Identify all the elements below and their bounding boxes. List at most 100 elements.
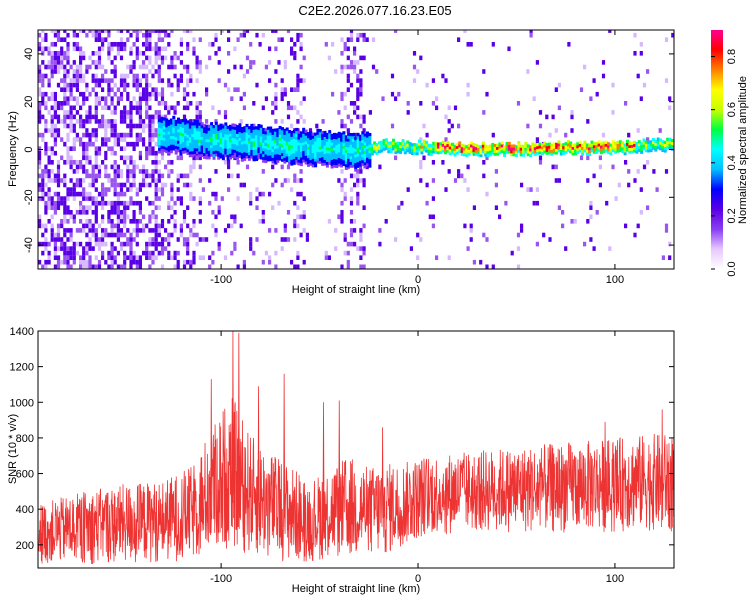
heatmap-cell: [82, 51, 86, 56]
heatmap-cell: [173, 64, 177, 70]
heatmap-cell: [179, 42, 183, 47]
ridge-cell: [623, 149, 627, 153]
ridge-cell: [446, 143, 450, 147]
heatmap-cell: [356, 169, 360, 174]
heatmap-cell: [239, 64, 243, 70]
ridge-cell: [302, 147, 306, 152]
heatmap-cell: [601, 60, 606, 65]
ridge-cell: [340, 138, 344, 142]
heatmap-cell: [138, 228, 142, 233]
heatmap-cell: [79, 200, 83, 206]
ridge-cell: [276, 133, 280, 138]
heatmap-cell: [104, 155, 108, 161]
heatmap-cell: [154, 255, 158, 260]
ridge-cell: [231, 134, 235, 138]
ridge-cell: [292, 132, 296, 137]
ridge-cell: [205, 147, 209, 151]
ridge-cell: [382, 139, 386, 143]
heatmap-cell: [47, 82, 51, 88]
ridge-cell: [330, 136, 334, 140]
heatmap-cell: [94, 214, 98, 220]
heatmap-cell: [66, 132, 70, 138]
spectrogram-xlabel: Height of straight line (km): [292, 284, 420, 296]
heatmap-cell: [365, 164, 369, 170]
ridge-cell: [330, 133, 334, 137]
heatmap-cell: [151, 173, 155, 179]
ridge-cell: [514, 148, 518, 152]
heatmap-cell: [66, 96, 70, 101]
heatmap-cell: [110, 42, 114, 47]
heatmap-cell: [107, 200, 111, 206]
heatmap-cell: [138, 123, 142, 129]
heatmap-cell: [359, 246, 363, 251]
ridge-cell: [562, 146, 566, 150]
ridge-cell: [191, 136, 195, 140]
heatmap-cell: [227, 30, 231, 33]
heatmap-cell: [47, 51, 51, 56]
ridge-cell: [179, 120, 183, 124]
ridge-cell: [283, 134, 287, 138]
heatmap-cell: [179, 173, 183, 179]
colorbar-tick-label: 0.4: [726, 155, 738, 170]
ridge-cell: [184, 121, 188, 125]
heatmap-cell: [50, 132, 54, 138]
heatmap-cell: [353, 182, 357, 188]
heatmap-cell: [145, 255, 149, 260]
ridge-cell: [330, 159, 334, 163]
heatmap-cell: [151, 241, 155, 247]
ridge-cell: [269, 140, 273, 144]
heatmap-cell: [595, 91, 599, 97]
ridge-cell: [335, 156, 339, 160]
heatmap-cell: [646, 160, 650, 165]
heatmap-cell: [516, 232, 521, 238]
ridge-cell: [255, 149, 258, 153]
ridge-cell: [432, 147, 436, 151]
heatmap-cell: [47, 259, 51, 265]
heatmap-cell: [198, 60, 202, 65]
heatmap-cell: [293, 87, 297, 92]
heatmap-cell: [230, 250, 234, 256]
ridge-cell: [186, 151, 190, 155]
heatmap-cell: [63, 160, 67, 165]
heatmap-cell: [47, 255, 51, 260]
heatmap-cell: [142, 178, 146, 183]
heatmap-cell: [132, 237, 136, 242]
ridge-cell: [493, 152, 497, 156]
heatmap-cell: [41, 232, 45, 238]
heatmap-cell: [119, 232, 124, 238]
heatmap-cell: [636, 169, 640, 174]
heatmap-cell: [416, 255, 420, 260]
heatmap-cell: [116, 214, 120, 220]
ridge-cell: [519, 153, 523, 157]
y-tick-label: -40: [23, 237, 35, 253]
ridge-cell: [330, 142, 334, 146]
heatmap-cell: [642, 164, 647, 170]
heatmap-cell: [356, 73, 360, 79]
heatmap-cell: [214, 228, 218, 233]
ridge-cell: [472, 151, 476, 155]
heatmap-cell: [126, 241, 130, 247]
ridge-cell: [333, 161, 336, 165]
ridge-cell: [236, 142, 240, 146]
ridge-cell: [356, 153, 360, 157]
heatmap-cell: [356, 246, 360, 251]
heatmap-cell: [233, 246, 237, 251]
heatmap-cell: [44, 105, 48, 111]
heatmap-cell: [66, 146, 70, 151]
heatmap-cell: [66, 187, 70, 192]
heatmap-cell: [53, 250, 57, 256]
y-tick-label: 20: [23, 96, 35, 108]
heatmap-cell: [72, 196, 76, 201]
heatmap-cell: [66, 237, 70, 242]
heatmap-cell: [340, 119, 344, 124]
ridge-cell: [651, 140, 655, 145]
heatmap-cell: [205, 87, 209, 92]
heatmap-cell: [44, 205, 48, 210]
heatmap-cell: [91, 78, 95, 83]
ridge-cell: [413, 148, 417, 153]
heatmap-cell: [283, 87, 287, 92]
heatmap-cell: [198, 219, 202, 224]
ridge-cell: [167, 119, 171, 123]
ridge-cell: [179, 137, 183, 142]
heatmap-cell: [116, 173, 120, 179]
